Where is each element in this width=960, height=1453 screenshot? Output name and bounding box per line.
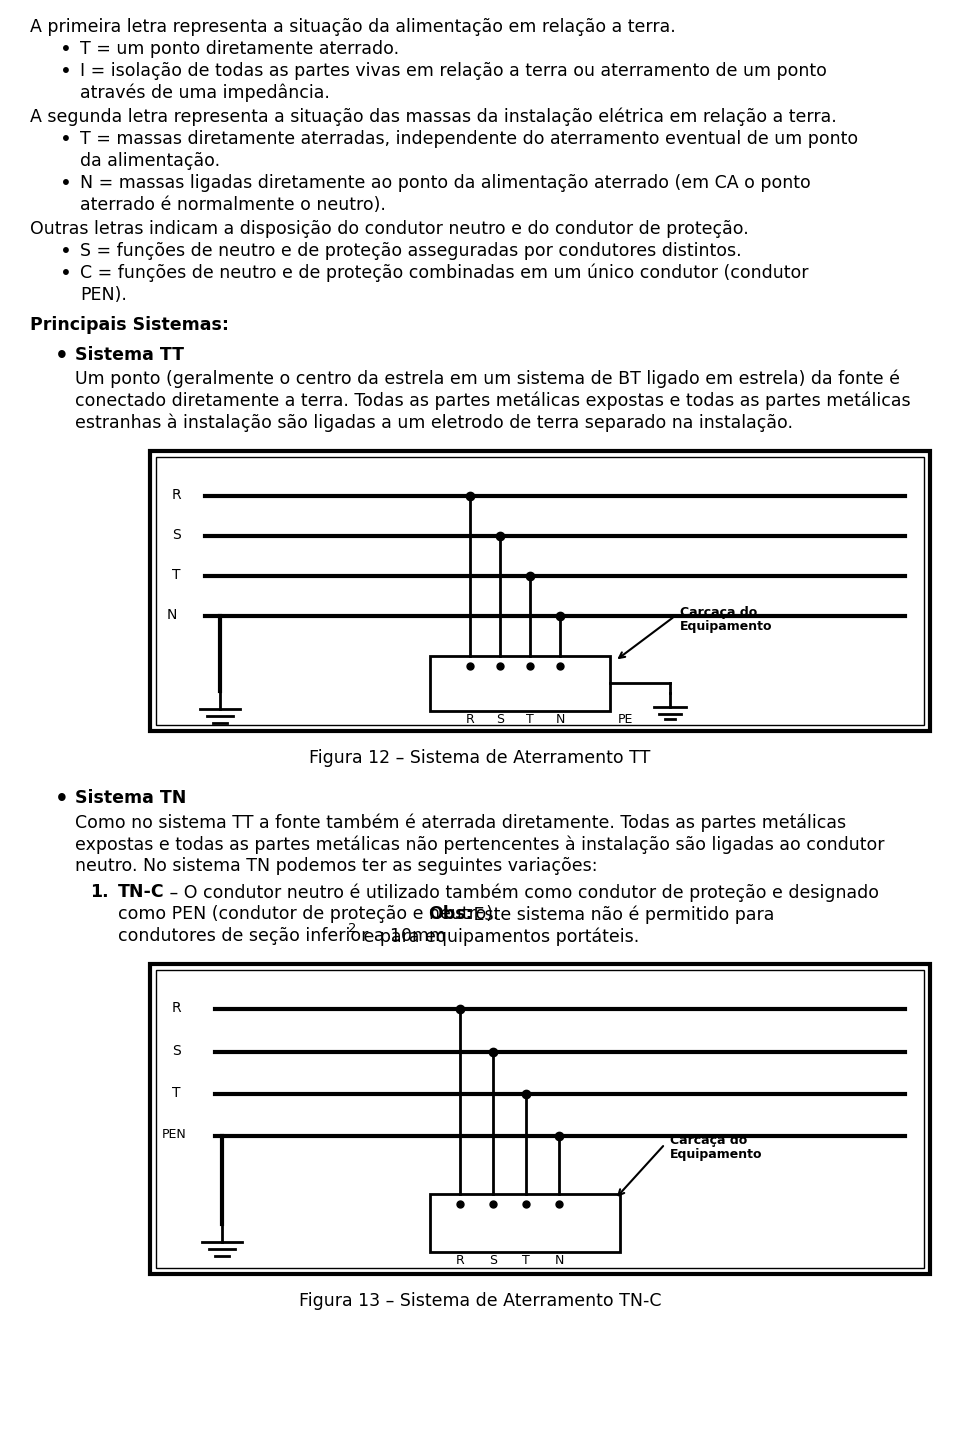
Text: I = isolação de todas as partes vivas em relação a terra ou aterramento de um po: I = isolação de todas as partes vivas em… [80,62,827,80]
Text: T = um ponto diretamente aterrado.: T = um ponto diretamente aterrado. [80,41,399,58]
Text: N: N [554,1254,564,1267]
Bar [430,655,610,711]
Text: Equipamento: Equipamento [670,1148,762,1161]
Text: estranhas à instalação são ligadas a um eletrodo de terra separado na instalação: estranhas à instalação são ligadas a um … [75,414,793,433]
Text: T: T [172,1085,180,1100]
Text: da alimentação.: da alimentação. [80,153,220,170]
Text: •: • [55,789,69,809]
Text: •: • [60,41,72,60]
Text: R: R [456,1254,465,1267]
Text: Equipamento: Equipamento [680,620,773,634]
Text: S: S [496,713,504,726]
Text: PEN: PEN [162,1128,187,1141]
Text: T = massas diretamente aterradas, independente do aterramento eventual de um pon: T = massas diretamente aterradas, indepe… [80,129,858,148]
Text: Figura 12 – Sistema de Aterramento TT: Figura 12 – Sistema de Aterramento TT [309,748,651,767]
Text: como PEN (condutor de proteção e neutro).: como PEN (condutor de proteção e neutro)… [118,905,498,923]
Bar [150,963,930,1274]
Text: R: R [172,488,181,501]
Text: Principais Sistemas:: Principais Sistemas: [30,315,229,334]
Text: condutores de seção inferior a 10mm: condutores de seção inferior a 10mm [118,927,446,944]
Text: expostas e todas as partes metálicas não pertencentes à instalação são ligadas a: expostas e todas as partes metálicas não… [75,835,884,853]
Text: e para equipamentos portáteis.: e para equipamentos portáteis. [358,927,639,946]
Text: T: T [172,568,180,583]
Bar [150,450,930,731]
Text: neutro. No sistema TN podemos ter as seguintes variações:: neutro. No sistema TN podemos ter as seg… [75,857,597,875]
Text: aterrado é normalmente o neutro).: aterrado é normalmente o neutro). [80,196,386,214]
Text: através de uma impedância.: através de uma impedância. [80,84,330,103]
Text: C = funções de neutro e de proteção combinadas em um único condutor (condutor: C = funções de neutro e de proteção comb… [80,264,808,282]
Text: Um ponto (geralmente o centro da estrela em um sistema de BT ligado em estrela) : Um ponto (geralmente o centro da estrela… [75,371,900,388]
Text: T: T [526,713,534,726]
Text: PEN).: PEN). [80,286,127,304]
Text: N = massas ligadas diretamente ao ponto da alimentação aterrado (em CA o ponto: N = massas ligadas diretamente ao ponto … [80,174,811,192]
Text: Outras letras indicam a disposição do condutor neutro e do condutor de proteção.: Outras letras indicam a disposição do co… [30,219,749,238]
Text: S = funções de neutro e de proteção asseguradas por condutores distintos.: S = funções de neutro e de proteção asse… [80,243,742,260]
Text: •: • [60,129,72,150]
Text: Carcaça do: Carcaça do [670,1133,747,1146]
Text: •: • [60,62,72,81]
Text: Carcaça do: Carcaça do [680,606,757,619]
Text: Obs:: Obs: [428,905,472,923]
Text: A primeira letra representa a situação da alimentação em relação a terra.: A primeira letra representa a situação d… [30,17,676,36]
Text: N: N [555,713,564,726]
Text: •: • [60,174,72,193]
Text: S: S [489,1254,497,1267]
Text: T: T [522,1254,530,1267]
Text: PE: PE [618,713,634,726]
Text: TN-C: TN-C [118,883,164,901]
Bar [156,458,924,725]
Text: 1.: 1. [90,883,108,901]
Text: S: S [172,527,180,542]
Text: Figura 13 – Sistema de Aterramento TN-C: Figura 13 – Sistema de Aterramento TN-C [299,1292,661,1311]
Text: S: S [172,1045,180,1058]
Text: Este sistema não é permitido para: Este sistema não é permitido para [468,905,775,924]
Text: R: R [466,713,474,726]
Text: R: R [172,1001,181,1016]
Text: A segunda letra representa a situação das massas da instalação elétrica em relaç: A segunda letra representa a situação da… [30,108,837,126]
Bar [156,971,924,1268]
Text: •: • [60,243,72,262]
Text: Sistema TN: Sistema TN [75,789,186,806]
Text: conectado diretamente a terra. Todas as partes metálicas expostas e todas as par: conectado diretamente a terra. Todas as … [75,392,911,411]
Text: Como no sistema TT a fonte também é aterrada diretamente. Todas as partes metáli: Como no sistema TT a fonte também é ater… [75,814,846,831]
Bar [430,1194,620,1252]
Text: – O condutor neutro é utilizado também como condutor de proteção e designado: – O condutor neutro é utilizado também c… [164,883,879,901]
Text: •: • [60,264,72,283]
Text: 2: 2 [348,923,356,934]
Text: •: • [55,346,69,366]
Text: N: N [167,607,178,622]
Text: Sistema TT: Sistema TT [75,346,184,365]
